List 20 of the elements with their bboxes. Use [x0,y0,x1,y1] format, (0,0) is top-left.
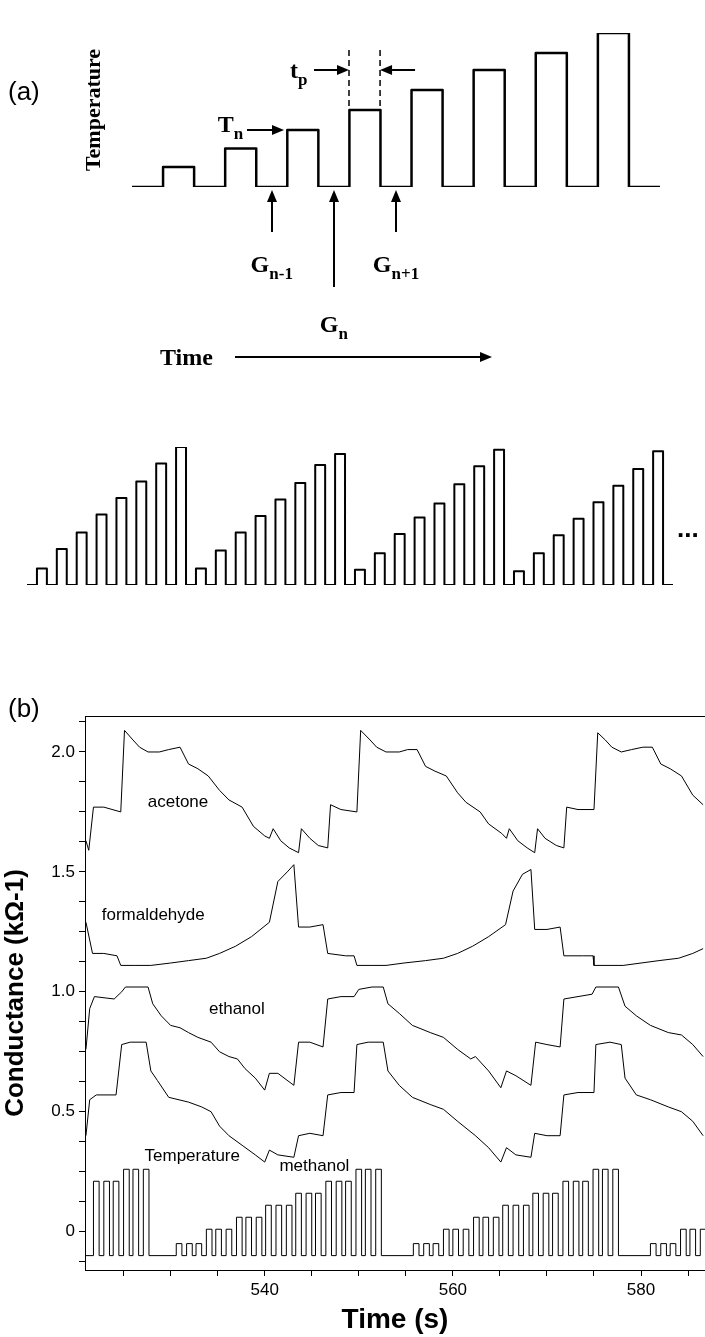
x-tick-label: 580 [626,1279,656,1299]
series-label: methanol [279,1156,350,1176]
series-label: ethanol [209,998,265,1018]
text: (a) [8,76,40,106]
x-tick-label: 540 [250,1279,279,1299]
annotation: ... [677,513,699,543]
x-tick-label: 560 [438,1279,468,1299]
y-axis-title: Conductance (kΩ-1) [0,869,29,1117]
x-axis-title: Time (s) [341,1302,449,1334]
text: (b) [8,693,40,723]
series-label: Temperature [144,1146,240,1166]
y-tick-label: 0 [65,1221,75,1241]
series-label: formaldehyde [101,905,205,925]
y-tick-label: 0.5 [51,1101,75,1121]
y-axis-title: Temperature [80,48,105,172]
y-tick-label: 2.0 [51,741,75,761]
y-tick-label: 1.0 [51,981,75,1001]
series-label: acetone [147,792,209,812]
y-tick-label: 1.5 [51,861,75,881]
x-axis-title: Time [160,344,214,370]
